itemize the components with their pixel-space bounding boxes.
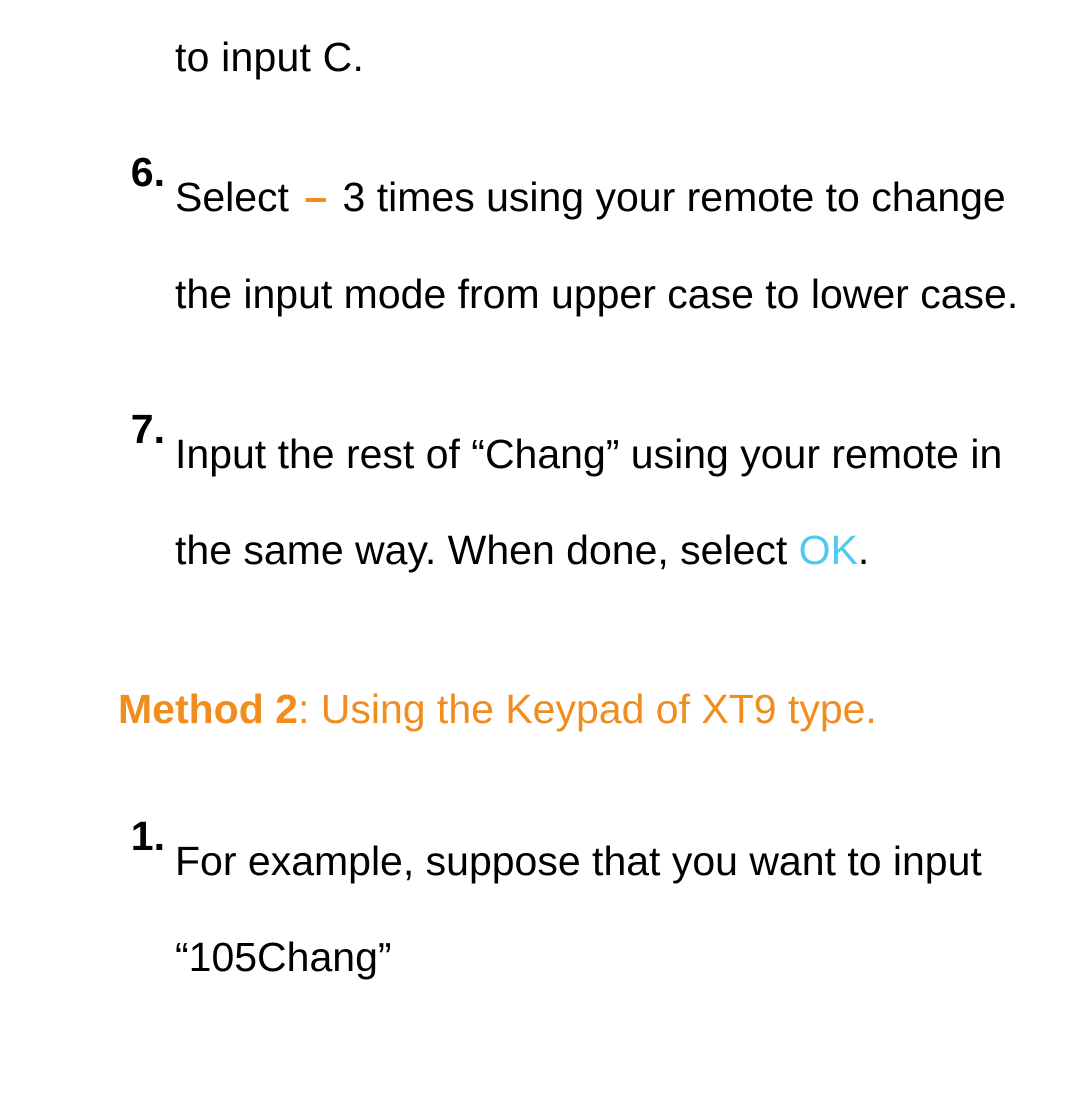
dash-icon: – xyxy=(300,174,331,220)
method-heading: Method 2: Using the Keypad of XT9 type. xyxy=(118,661,1058,757)
list-number-1: 1. xyxy=(113,813,175,860)
document-page: to input C. 6. Select – 3 times using yo… xyxy=(0,0,1080,1104)
method-rest: : Using the Keypad of XT9 type. xyxy=(298,686,877,732)
list-number-7: 7. xyxy=(113,406,175,453)
continuation-line: to input C. xyxy=(175,30,1080,85)
list-body-7: Input the rest of “Chang” using your rem… xyxy=(175,406,1065,599)
item7-pre: Input the rest of “Chang” using your rem… xyxy=(175,431,1002,573)
method-label: Method 2 xyxy=(118,686,298,732)
subitem1-text: For example, suppose that you want to in… xyxy=(175,838,982,980)
item6-pre: Select xyxy=(175,174,300,220)
continuation-text: to input C. xyxy=(175,34,364,80)
list-body-1: For example, suppose that you want to in… xyxy=(175,813,1065,1006)
item7-post: . xyxy=(858,527,869,573)
list-item: 6. Select – 3 times using your remote to… xyxy=(0,149,1080,342)
list-item: 1. For example, suppose that you want to… xyxy=(0,813,1080,1006)
list-body-6: Select – 3 times using your remote to ch… xyxy=(175,149,1065,342)
list-item: 7. Input the rest of “Chang” using your … xyxy=(0,406,1080,599)
ok-label: OK xyxy=(799,527,858,573)
list-number-6: 6. xyxy=(113,149,175,196)
